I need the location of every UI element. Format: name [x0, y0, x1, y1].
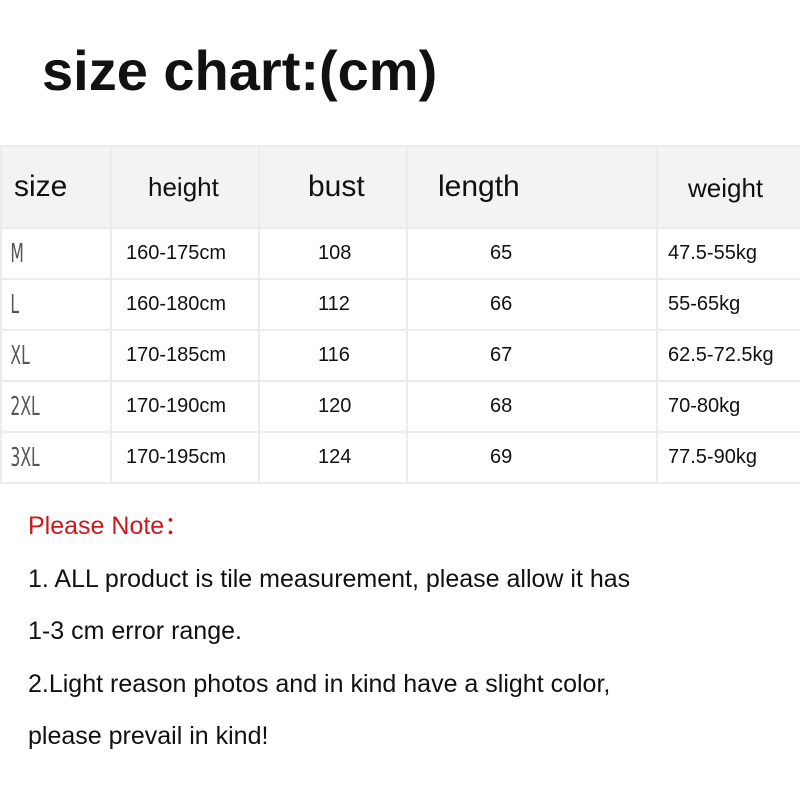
- cell-size: 2XL: [0, 380, 112, 433]
- height-value: 170-195cm: [126, 446, 227, 468]
- length-value: 68: [490, 395, 513, 417]
- bust-value: 120: [318, 395, 352, 417]
- size-table: size height bust length weight M 160-175c…: [0, 145, 800, 484]
- page-title: size chart:(cm): [42, 39, 438, 102]
- cell-height: 170-185cm: [110, 329, 260, 382]
- header-weight: weight: [656, 145, 800, 229]
- cell-height: 170-190cm: [110, 380, 260, 433]
- cell-size: L: [0, 278, 112, 331]
- header-row: size height bust length weight: [0, 145, 800, 229]
- bust-value: 124: [318, 446, 352, 468]
- cell-weight: 70-80kg: [656, 380, 800, 433]
- size-label: XL: [10, 340, 30, 371]
- cell-size: M: [0, 227, 112, 280]
- cell-bust: 112: [258, 278, 408, 331]
- weight-value: 55-65kg: [668, 293, 741, 315]
- table-row: L 160-180cm 112 66 55-65kg: [0, 278, 800, 331]
- height-value: 170-185cm: [126, 344, 227, 366]
- cell-weight: 77.5-90kg: [656, 431, 800, 484]
- cell-bust: 116: [258, 329, 408, 382]
- note-line: 2.Light reason photos and in kind have a…: [28, 669, 611, 698]
- length-value: 67: [490, 344, 513, 366]
- length-value: 66: [490, 293, 513, 315]
- weight-value: 77.5-90kg: [668, 446, 757, 468]
- table-row: M 160-175cm 108 65 47.5-55kg: [0, 227, 800, 280]
- cell-weight: 47.5-55kg: [656, 227, 800, 280]
- bust-value: 108: [318, 242, 352, 264]
- bust-value: 112: [318, 293, 350, 315]
- size-label: 3XL: [10, 442, 40, 473]
- cell-bust: 108: [258, 227, 408, 280]
- weight-value: 62.5-72.5kg: [668, 344, 774, 366]
- cell-weight: 62.5-72.5kg: [656, 329, 800, 382]
- length-value: 69: [490, 446, 513, 468]
- note-line: please prevail in kind!: [28, 722, 269, 750]
- size-label: L: [10, 289, 20, 320]
- cell-length: 66: [406, 278, 658, 331]
- cell-length: 69: [406, 431, 658, 484]
- height-value: 160-175cm: [126, 242, 227, 264]
- note-line: 1-3 cm error range.: [28, 617, 242, 645]
- cell-bust: 120: [258, 380, 408, 433]
- cell-height: 170-195cm: [110, 431, 260, 484]
- header-length: length: [406, 145, 658, 229]
- header-bust: bust: [258, 145, 408, 229]
- cell-length: 65: [406, 227, 658, 280]
- size-label: M: [10, 238, 24, 269]
- cell-height: 160-175cm: [110, 227, 260, 280]
- table-row: 3XL 170-195cm 124 69 77.5-90kg: [0, 431, 800, 484]
- cell-size: 3XL: [0, 431, 112, 484]
- cell-length: 67: [406, 329, 658, 382]
- bust-value: 116: [318, 344, 350, 366]
- size-label: 2XL: [10, 391, 40, 422]
- note-title: Please Note：: [28, 512, 190, 540]
- cell-size: XL: [0, 329, 112, 382]
- cell-height: 160-180cm: [110, 278, 260, 331]
- note-line: 1. ALL product is tile measurement, plea…: [28, 564, 631, 593]
- table-row: 2XL 170-190cm 120 68 70-80kg: [0, 380, 800, 433]
- cell-length: 68: [406, 380, 658, 433]
- height-value: 170-190cm: [126, 395, 227, 417]
- notes: Please Note： 1. ALL product is tile meas…: [28, 500, 630, 763]
- cell-weight: 55-65kg: [656, 278, 800, 331]
- length-value: 65: [490, 242, 513, 264]
- height-value: 160-180cm: [126, 293, 227, 315]
- header-height: height: [110, 145, 260, 229]
- weight-value: 47.5-55kg: [668, 242, 757, 264]
- weight-value: 70-80kg: [668, 395, 741, 417]
- table-row: XL 170-185cm 116 67 62.5-72.5kg: [0, 329, 800, 382]
- cell-bust: 124: [258, 431, 408, 484]
- header-size: size: [0, 145, 112, 229]
